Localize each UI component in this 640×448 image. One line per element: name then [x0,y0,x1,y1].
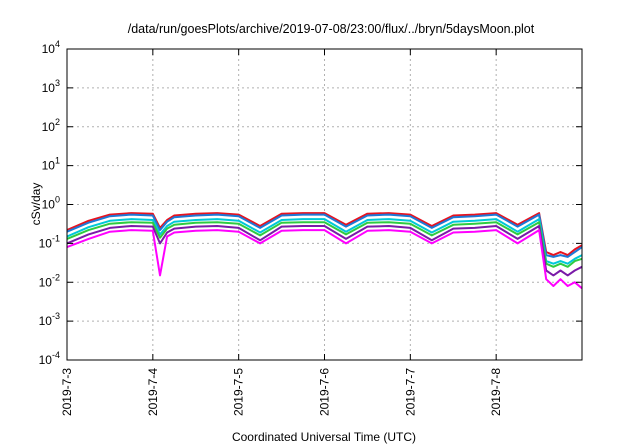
y-tick-label: 10-1 [39,233,60,250]
y-tick-label: 10-2 [39,272,60,289]
series-line-6 [66,229,583,290]
x-tick-label: 2019-7-7 [403,368,417,416]
series-line-4 [66,221,583,268]
x-tick-label: 2019-7-5 [232,368,246,416]
x-tick-label: 2019-7-8 [489,368,503,416]
y-axis: 10-4 10-3 10-2 10-1 100 101 102 103 104 [39,39,582,367]
series-group [66,212,583,290]
series-line-5 [66,225,583,277]
y-tick-label: 100 [42,195,60,212]
chart-title: /data/run/goesPlots/archive/2019-07-08/2… [128,22,535,36]
x-axis-label: Coordinated Universal Time (UTC) [232,430,416,444]
x-tick-label: 2019-7-3 [60,368,74,416]
y-tick-label: 102 [42,117,60,134]
y-axis-label: cSv/day [29,183,43,226]
x-tick-label: 2019-7-4 [146,368,160,416]
y-tick-label: 10-4 [39,350,60,367]
x-tick-label: 2019-7-6 [318,368,332,416]
series-line-2 [66,213,583,258]
grid [67,49,582,360]
x-axis: 2019-7-3 2019-7-4 2019-7-5 2019-7-6 2019-7-7… [60,49,503,416]
y-tick-label: 10-3 [39,311,60,328]
y-tick-label: 104 [42,39,60,56]
y-tick-label: 101 [42,156,60,173]
y-tick-label: 103 [42,78,60,95]
